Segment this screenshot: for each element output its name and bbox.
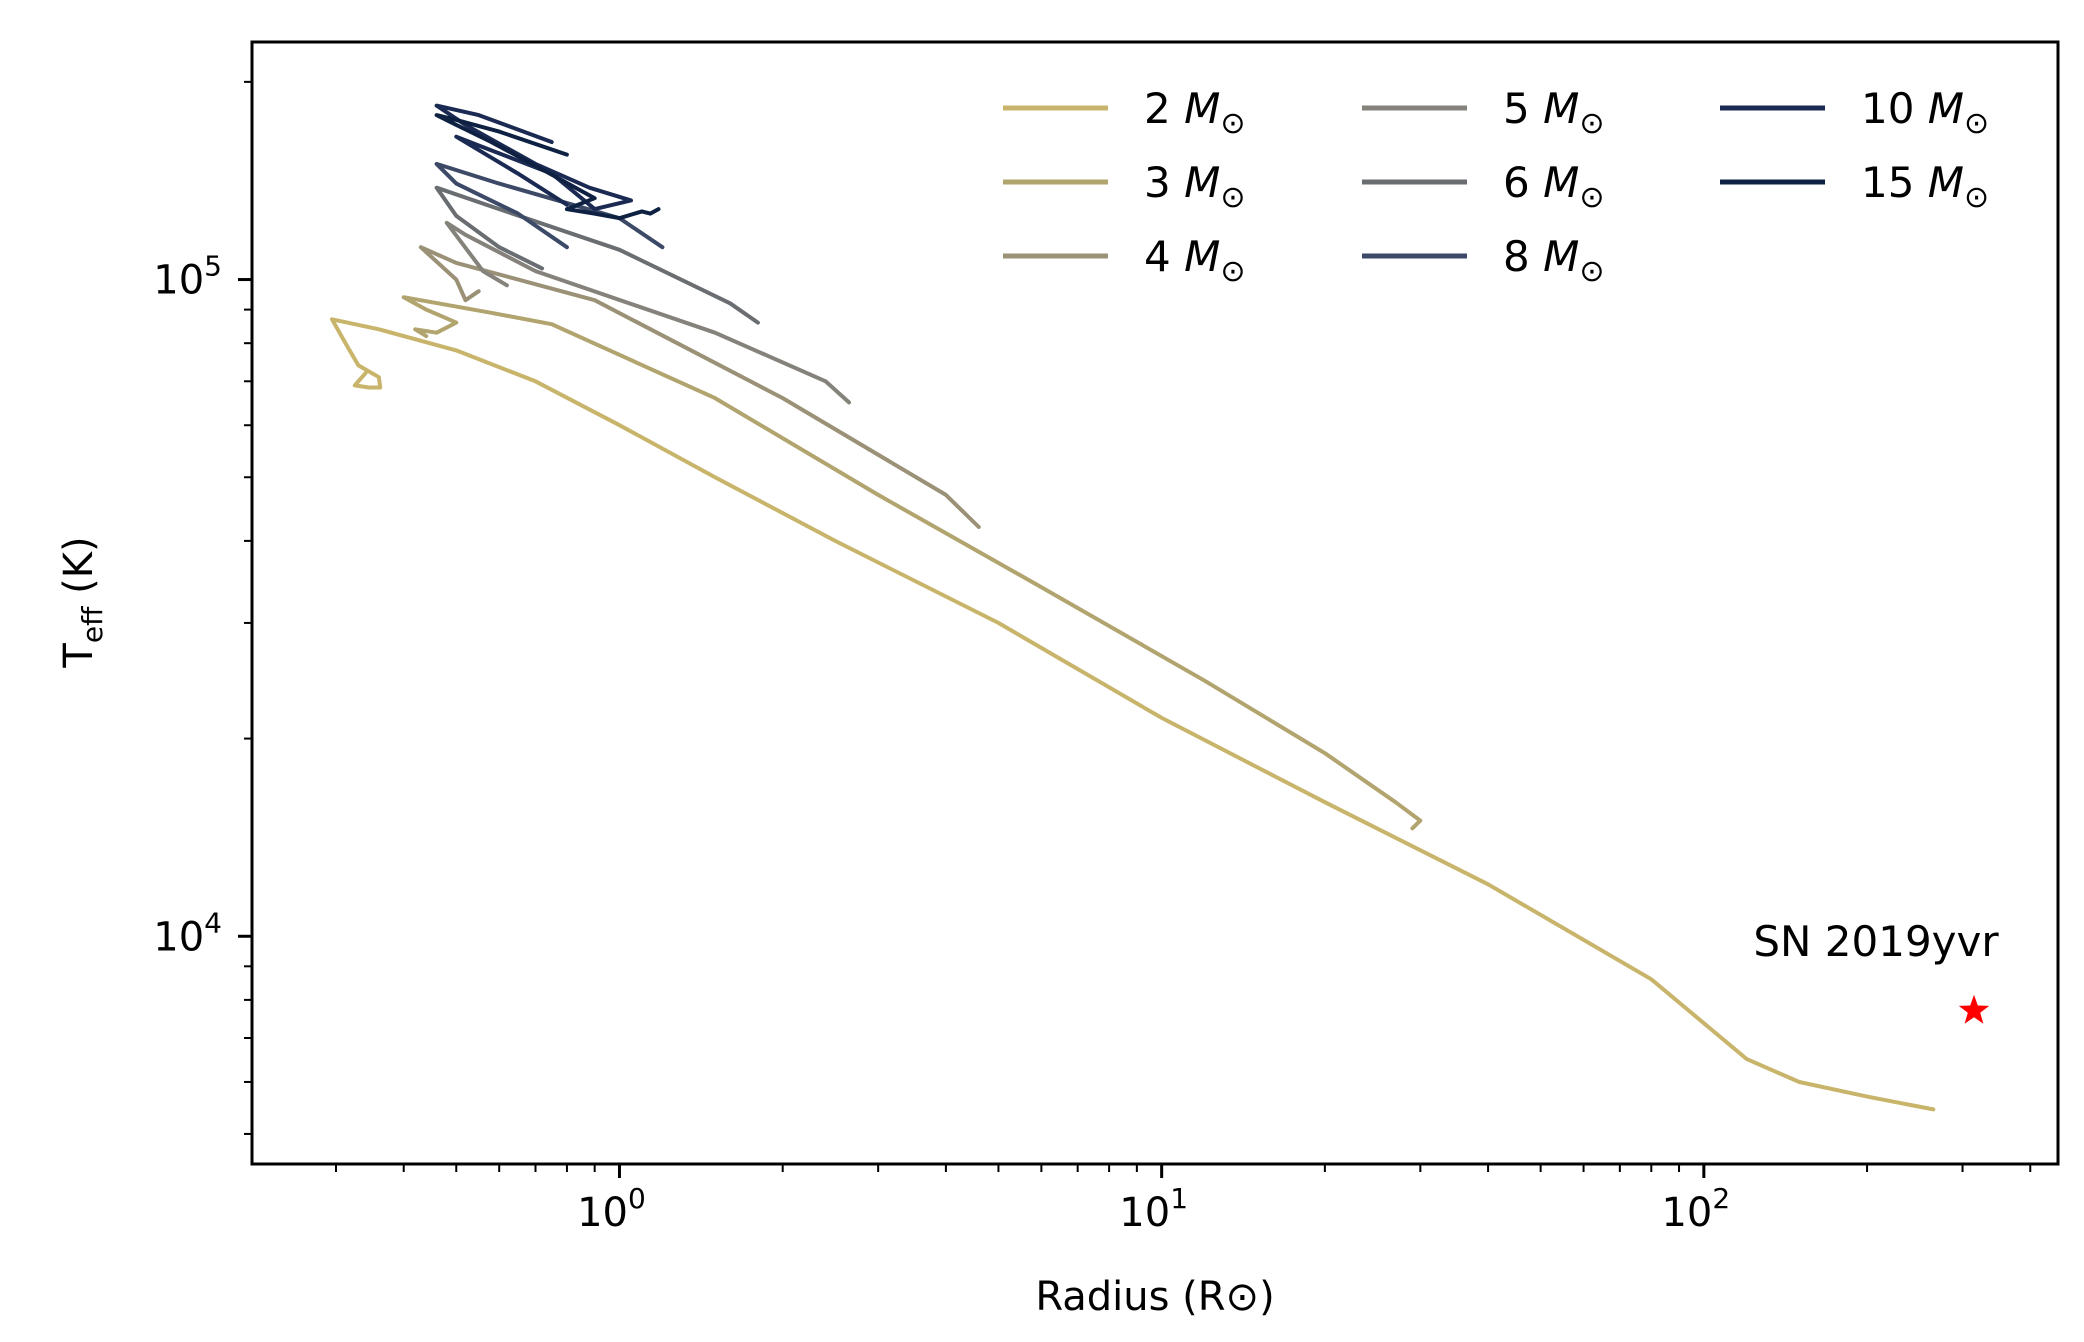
y-tick-label: 104 <box>153 906 222 960</box>
plot-frame <box>250 40 2060 1166</box>
x-axis-label: Radius (R⊙) <box>1035 1274 1274 1320</box>
legend-label-4: 4 M⊙ <box>1144 232 1245 289</box>
tick-layer: 100 101 102 104 105 <box>153 80 2032 1236</box>
legend-label-15: 15 M⊙ <box>1861 158 1989 215</box>
series-line-3-msun <box>401 295 1423 831</box>
series-layer <box>330 103 1936 1112</box>
series-line-6-msun <box>434 185 760 325</box>
legend: 2 M⊙ 3 M⊙ 4 M⊙ 5 M⊙ 6 M⊙ 8 M⊙ 10 M⊙ 15 M⊙ <box>1003 84 1989 289</box>
legend-label-3: 3 M⊙ <box>1144 158 1245 215</box>
series-line-5-msun <box>444 220 851 405</box>
series-line-10-msun <box>434 103 633 212</box>
series-line-8-msun <box>434 161 665 250</box>
legend-label-6: 6 M⊙ <box>1503 158 1604 215</box>
y-tick-label: 105 <box>153 250 222 304</box>
y-axis-label-main: T <box>56 643 102 669</box>
marker-layer: SN 2019yvr <box>1753 917 1999 1024</box>
series-line-15-msun <box>434 113 661 221</box>
series-line-2-msun <box>330 317 1936 1112</box>
legend-label-8: 8 M⊙ <box>1503 232 1604 289</box>
marker-label: SN 2019yvr <box>1753 917 1999 966</box>
x-tick-label: 102 <box>1661 1182 1730 1236</box>
legend-label-2: 2 M⊙ <box>1144 84 1245 141</box>
y-axis-label-unit: (K) <box>56 536 102 606</box>
y-axis-label-sub: eff <box>76 606 109 643</box>
x-tick-label: 100 <box>577 1182 646 1236</box>
y-axis-label: Teff (K) <box>56 536 109 668</box>
series-line-4-msun <box>418 245 981 529</box>
legend-label-10: 10 M⊙ <box>1861 84 1989 141</box>
x-tick-label: 101 <box>1119 1182 1188 1236</box>
marker-star <box>1958 994 1990 1024</box>
legend-label-5: 5 M⊙ <box>1503 84 1604 141</box>
